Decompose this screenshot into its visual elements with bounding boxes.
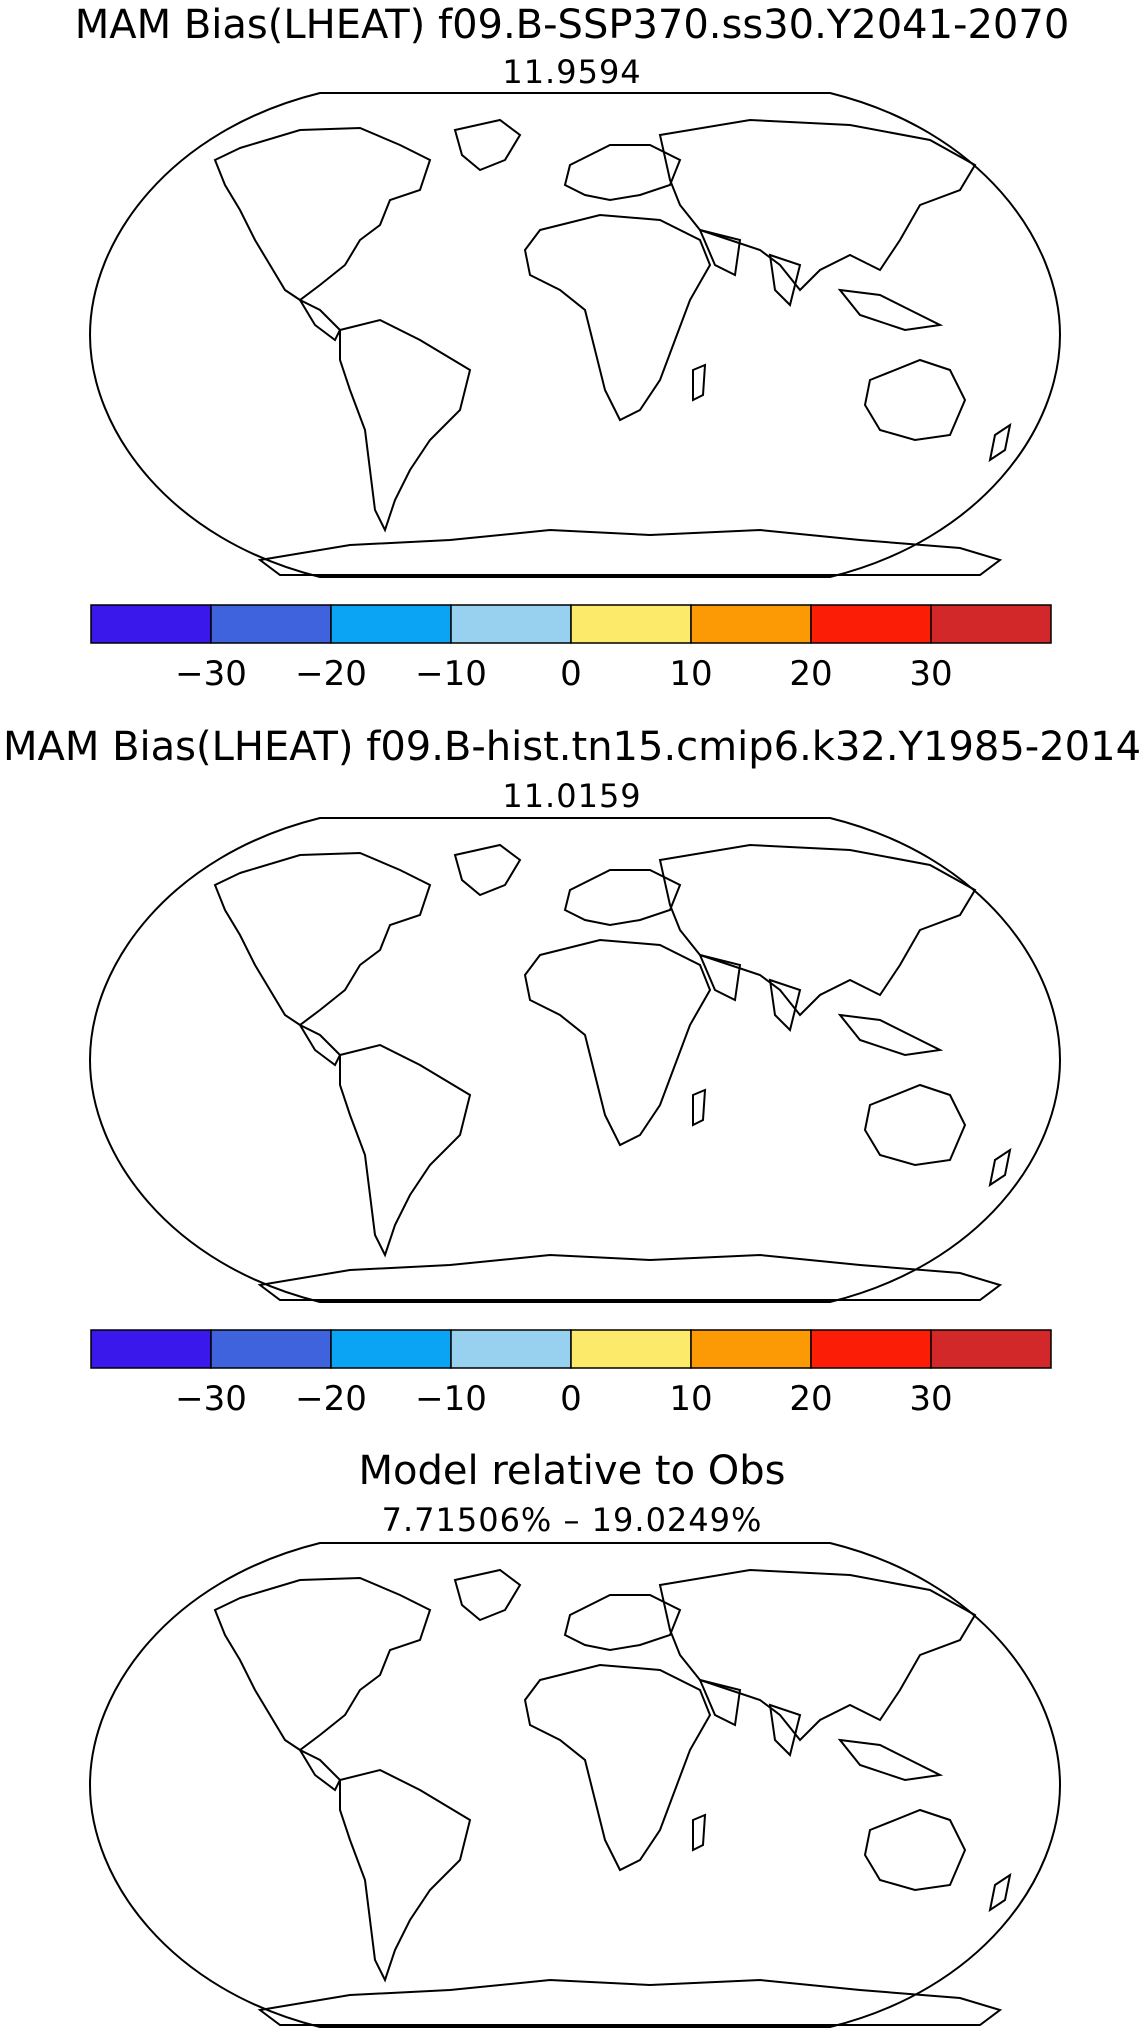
colorbar-segment xyxy=(330,604,452,644)
colorbar-segment xyxy=(450,1329,572,1369)
colorbar-tick-label: 20 xyxy=(789,1379,832,1419)
colorbar-tick-label: −10 xyxy=(415,654,487,694)
map-ocean xyxy=(90,93,1060,577)
colorbar-tick-label: 0 xyxy=(560,654,582,694)
colorbar-tick-label: 10 xyxy=(669,654,712,694)
colorbar-segment xyxy=(570,604,692,644)
colorbar-tick-label: −30 xyxy=(175,654,247,694)
colorbar-segment xyxy=(90,1329,212,1369)
map-border xyxy=(88,817,1062,1303)
colorbar-segment xyxy=(810,1329,932,1369)
colorbar-segment xyxy=(210,604,332,644)
colorbar-segment xyxy=(90,604,212,644)
colorbar-tick-label: −30 xyxy=(175,1379,247,1419)
panel-subtitle: 7.71506% – 19.0249% xyxy=(381,1501,763,1539)
colorbar-tick-label: −10 xyxy=(415,1379,487,1419)
panel-title: Model relative to Obs xyxy=(358,1448,786,1494)
colorbar-segment xyxy=(450,604,572,644)
relative-map xyxy=(88,1542,1062,2028)
colorbar-segment xyxy=(930,604,1052,644)
colorbar-tick-label: −20 xyxy=(295,1379,367,1419)
colorbar-segment xyxy=(570,1329,692,1369)
colorbar-segment xyxy=(210,1329,332,1369)
colorbar-tick-label: 20 xyxy=(789,654,832,694)
colorbar-segment xyxy=(690,604,812,644)
colorbar-hist: −30 −20 −10 0 10 20 30 xyxy=(90,1329,1052,1419)
map-border xyxy=(88,92,1062,578)
panel-subtitle: 11.9594 xyxy=(502,53,642,91)
bias-map-hist xyxy=(88,817,1062,1303)
colorbar-tick-label: 30 xyxy=(909,654,952,694)
panel-title: MAM Bias(LHEAT) f09.B-hist.tn15.cmip6.k3… xyxy=(2,724,1142,770)
colorbar-tick-label: 10 xyxy=(669,1379,712,1419)
colorbar-segment xyxy=(810,604,932,644)
colorbar-ssp370: −30 −20 −10 0 10 20 30 xyxy=(90,604,1052,694)
map-ocean xyxy=(90,1543,1060,2027)
colorbar-tick-label: 0 xyxy=(560,1379,582,1419)
colorbar-segment xyxy=(930,1329,1052,1369)
colorbar-tick-label: −20 xyxy=(295,654,367,694)
panel-title: MAM Bias(LHEAT) f09.B-SSP370.ss30.Y2041-… xyxy=(74,2,1070,48)
colorbar-tick-label: 30 xyxy=(909,1379,952,1419)
colorbar-segment xyxy=(690,1329,812,1369)
bias-map-ssp370 xyxy=(88,92,1062,578)
map-ocean xyxy=(90,818,1060,1302)
map-border xyxy=(88,1542,1062,2028)
panel-subtitle: 11.0159 xyxy=(502,777,642,815)
colorbar-segment xyxy=(330,1329,452,1369)
